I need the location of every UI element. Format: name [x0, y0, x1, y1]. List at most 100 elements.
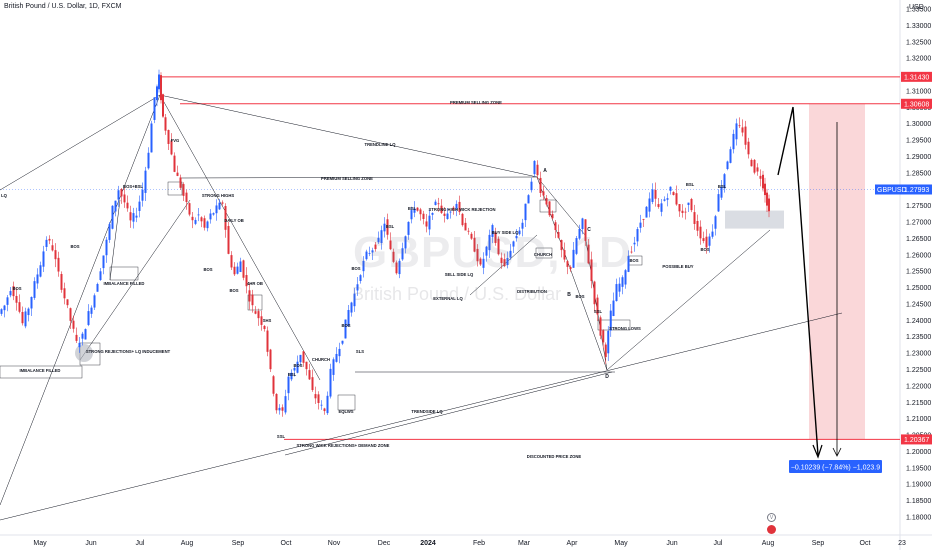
chart-annotation: STRONG WICK REJECTIONS+ DEMAND ZONE — [297, 443, 390, 448]
structure-box — [167, 181, 183, 196]
candle-body — [212, 213, 215, 215]
watermark-symbol: GBPUSD, 1D — [353, 228, 632, 277]
structure-box — [0, 365, 83, 379]
candle-body — [150, 123, 153, 153]
chart-annotation: BUY SIDE LQ — [492, 230, 519, 235]
candle-body — [690, 199, 693, 211]
candle-body — [500, 257, 503, 264]
candle-body — [72, 320, 75, 329]
candle-body — [18, 302, 21, 312]
candle-body — [666, 198, 669, 200]
price-badge[interactable]: 1.20367 — [901, 434, 932, 445]
price-badge-label: 1.20367 — [904, 437, 929, 444]
candle-body — [639, 222, 642, 228]
candle-body — [711, 231, 714, 237]
candle-body — [305, 361, 308, 370]
candle-body — [197, 214, 200, 216]
price-badge-bg — [901, 98, 932, 109]
candle-body — [675, 193, 678, 205]
candle-body — [702, 238, 705, 242]
price-badge[interactable]: 1.30608 — [901, 98, 932, 109]
y-tick-label: 1.24000 — [906, 318, 931, 325]
candle-body — [350, 302, 353, 313]
x-tick-label: 23 — [898, 540, 906, 547]
candle-body — [766, 192, 768, 206]
candle-body — [317, 394, 320, 403]
candle-body — [672, 192, 675, 196]
chart-annotation: BSL — [408, 206, 417, 211]
candle-body — [467, 230, 470, 232]
candle-body — [36, 274, 39, 284]
candle-body — [479, 258, 482, 265]
candle-body — [506, 258, 509, 265]
candle-body — [167, 130, 170, 144]
structure-label: BOS — [629, 258, 638, 263]
price-badge-bg — [901, 184, 932, 195]
chart-annotation: CHURCH — [534, 252, 552, 257]
structure-label: BOS — [341, 323, 350, 328]
candle-body — [482, 258, 485, 268]
chart-annotation: 4HR OB — [247, 281, 263, 286]
candle-body — [476, 248, 479, 262]
chart-annotation: STRONG HIGH WICK REJECTION — [428, 207, 495, 212]
candle-body — [383, 223, 386, 232]
candle-body — [15, 295, 18, 303]
y-tick-label: 1.27500 — [906, 203, 931, 210]
candle-body — [512, 241, 515, 247]
chart-annotation: PREMIUM SELLING ZONE — [450, 100, 502, 105]
candle-body — [609, 310, 612, 331]
price-axis[interactable]: 1.335001.330001.325001.320001.315001.310… — [875, 7, 932, 522]
candle-body — [123, 194, 126, 203]
projection-measure-badge[interactable]: −0.10239 (−7.84%) −1,023.9 — [789, 460, 882, 473]
candle-body — [176, 172, 179, 176]
candle-body — [455, 203, 458, 209]
y-tick-label: 1.29500 — [906, 138, 931, 145]
candle-body — [607, 330, 610, 354]
x-tick-label: Jun — [85, 540, 96, 547]
candle-body — [437, 203, 440, 205]
x-tick-label: Jul — [714, 540, 723, 547]
candle-body — [729, 149, 732, 163]
y-tick-label: 1.20000 — [906, 449, 931, 456]
candle-body — [624, 270, 627, 285]
candle-body — [185, 192, 188, 202]
time-axis[interactable]: May Jun Jul Aug Sep Oct Nov Dec 2024 Feb Mar Apr May… — [33, 540, 906, 547]
x-tick-label: Dec — [378, 540, 391, 547]
candle-body — [248, 290, 251, 302]
candle-body — [488, 234, 491, 251]
candle-body — [380, 230, 383, 243]
candle-body — [200, 217, 203, 222]
structure-box — [337, 394, 356, 411]
projection-measure-label: −0.10239 (−7.84%) −1,023.9 — [791, 465, 880, 472]
candle-body — [42, 251, 45, 267]
x-tick-label: Sep — [232, 540, 245, 547]
x-tick-label: Mar — [518, 540, 531, 547]
y-tick-label: 1.21500 — [906, 400, 931, 407]
trend-line — [536, 176, 586, 236]
chart-annotation: BSL — [288, 372, 297, 377]
candle-body — [314, 394, 317, 399]
y-tick-label: 1.29000 — [906, 154, 931, 161]
candle-body — [509, 250, 512, 258]
y-tick-label: 1.30000 — [906, 121, 931, 128]
y-tick-label: 1.31000 — [906, 88, 931, 95]
candle-body — [329, 368, 332, 397]
y-tick-label: 1.22000 — [906, 383, 931, 390]
candle-body — [398, 260, 401, 275]
price-badge[interactable]: 1.31430 — [901, 71, 932, 82]
candle-body — [21, 312, 24, 324]
candle-body — [669, 186, 672, 191]
candle-body — [684, 211, 687, 213]
chart-annotation: SSL — [594, 309, 603, 314]
candle-body — [135, 215, 138, 218]
candle-body — [705, 236, 708, 248]
candle-body — [102, 255, 105, 269]
candle-body — [536, 164, 539, 176]
tradingview-logo-icon[interactable]: V — [767, 513, 776, 522]
candle-body — [90, 307, 93, 314]
price-scale-unit[interactable]: USD — [909, 4, 924, 11]
candle-body — [293, 367, 296, 371]
